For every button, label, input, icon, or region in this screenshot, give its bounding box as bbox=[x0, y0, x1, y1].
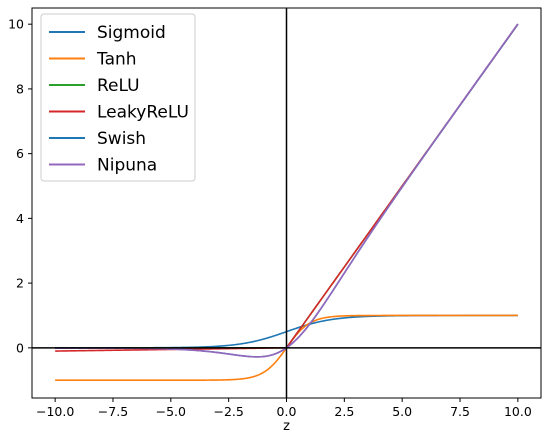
y-tick-label: 6 bbox=[16, 146, 24, 161]
legend-label: Nipuna bbox=[97, 156, 157, 176]
x-tick-label: 2.5 bbox=[334, 404, 354, 419]
legend-label: Tanh bbox=[96, 50, 137, 70]
reference-lines bbox=[32, 8, 541, 398]
x-tick-label: −7.5 bbox=[98, 404, 128, 419]
y-tick-label: 2 bbox=[16, 276, 24, 291]
axis-ticks: −10.0 −7.5 −5.0 −2.5 0.0 2.5 5.0 7.5 10.0 0 2 4 6 8 10 bbox=[8, 17, 532, 419]
y-tick-label: 10 bbox=[8, 17, 24, 32]
legend-label: LeakyReLU bbox=[97, 103, 189, 123]
legend-label: Sigmoid bbox=[97, 23, 166, 43]
x-axis-label: z bbox=[283, 419, 290, 434]
legend: Sigmoid Tanh ReLU LeakyReLU Swish Nipuna bbox=[40, 13, 196, 182]
x-tick-label: −2.5 bbox=[213, 404, 243, 419]
legend-box bbox=[40, 13, 196, 182]
x-tick-label: 10.0 bbox=[504, 404, 532, 419]
legend-label: ReLU bbox=[97, 76, 140, 96]
x-tick-label: 5.0 bbox=[392, 404, 412, 419]
x-tick-label: 7.5 bbox=[450, 404, 470, 419]
x-tick-label: −5.0 bbox=[156, 404, 186, 419]
legend-label: Swish bbox=[97, 129, 146, 149]
y-tick-label: 8 bbox=[16, 81, 24, 96]
y-tick-label: 0 bbox=[16, 340, 24, 355]
x-tick-label: −10.0 bbox=[36, 404, 74, 419]
y-tick-label: 4 bbox=[16, 211, 24, 226]
x-tick-label: 0.0 bbox=[277, 404, 297, 419]
